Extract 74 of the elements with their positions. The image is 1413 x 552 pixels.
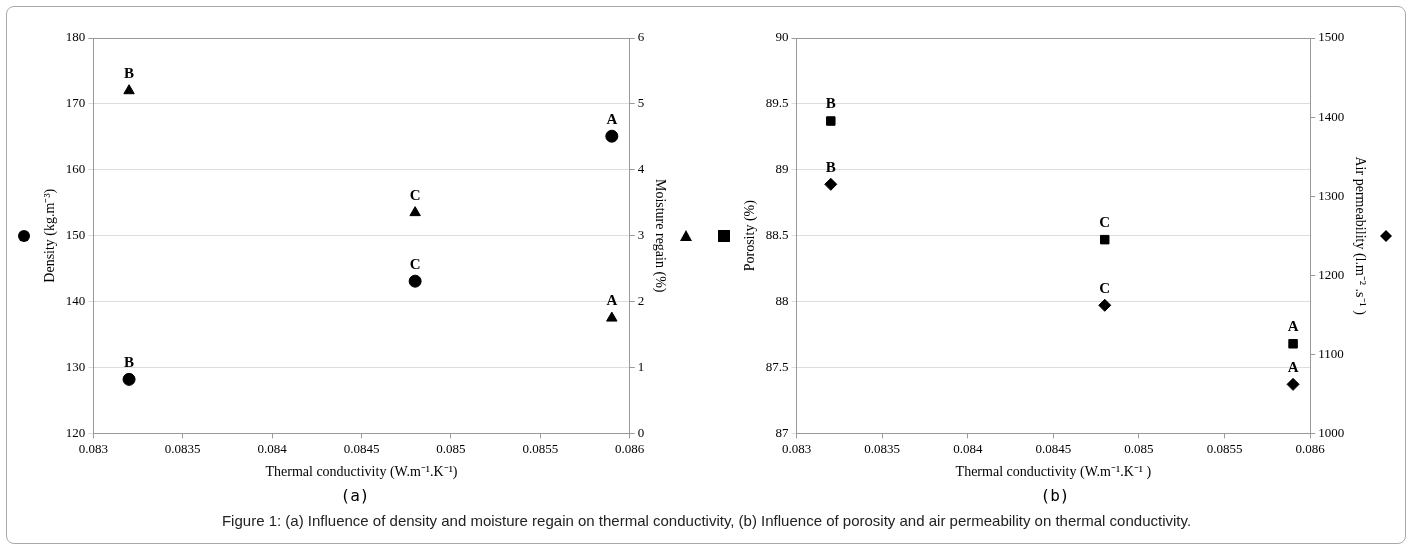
annotation: C [1099, 279, 1111, 296]
annotation: C [409, 187, 421, 204]
x-axis-title: Thermal conductivity (W.m⁻¹.K⁻¹ ) [955, 464, 1152, 481]
caption: Figure 1: (a) Influence of density and moisture regain on thermal conductivity, (b) Influence of porosity and air permeability on thermal conductivity. [220, 512, 1193, 529]
x-tick-label: 0.086 [615, 440, 645, 456]
y-tick-label: 89 [775, 161, 789, 177]
text: (a) [340, 485, 370, 505]
point [1288, 339, 1298, 349]
x-tick-label: 0.0845 [343, 440, 380, 456]
y2-tick-label: 1100 [1318, 345, 1344, 361]
y2-tick-label: 6 [637, 29, 645, 45]
y-tick-label: 88 [775, 293, 789, 309]
y-tick-label: 90 [775, 29, 789, 45]
y2-tick-label: 1300 [1318, 187, 1345, 203]
point [824, 177, 838, 191]
x-tick-label: 0.086 [1295, 440, 1326, 456]
y2-tick-label: 1500 [1318, 29, 1345, 45]
y2-axis-title: Moisture regain (%) [651, 178, 668, 293]
y2-tick-label: 1 [637, 358, 645, 374]
point [122, 372, 136, 386]
y-tick-label: 150 [65, 227, 86, 243]
point [1098, 298, 1112, 312]
y-axis-title: Porosity (%) [742, 199, 759, 272]
x-axis-title: Thermal conductivity (W.m⁻¹.K⁻¹) [265, 464, 458, 481]
x-tick-label: 0.083 [78, 440, 108, 456]
y-tick-label: 87.5 [765, 358, 789, 374]
x-tick-label: 0.084 [257, 440, 288, 456]
x-tick-label: 0.0855 [1206, 440, 1243, 456]
x-tick-label: 0.085 [436, 440, 466, 456]
text: (b) [1040, 485, 1070, 505]
point [409, 206, 421, 217]
y-tick-label: 120 [65, 424, 86, 440]
y2-tick-label: 4 [637, 161, 645, 177]
x-tick-label: 0.084 [953, 440, 983, 456]
annotation: B [825, 158, 836, 175]
y-tick-label: 140 [65, 293, 86, 309]
point [826, 116, 836, 126]
annotation: A [1287, 359, 1299, 376]
y2-tick-label: 2 [637, 293, 645, 309]
point [605, 129, 619, 143]
y-tick-label: 160 [65, 161, 86, 177]
y2-tick-label: 0 [637, 424, 645, 440]
annotation: B [124, 353, 135, 370]
annotation: C [409, 255, 421, 272]
x-tick-label: 0.085 [1124, 440, 1154, 456]
y2-tick-label: 3 [637, 227, 645, 243]
y2-tick-label: 1200 [1318, 266, 1345, 282]
annotation: B [124, 65, 135, 82]
annotation: B [825, 95, 836, 112]
y-tick-label: 180 [65, 29, 86, 45]
annotation: A [1287, 318, 1299, 335]
point [408, 274, 422, 288]
point [606, 311, 618, 322]
x-tick-label: 0.0855 [522, 440, 559, 456]
x-tick-label: 0.0845 [1035, 440, 1072, 456]
y-tick-label: 130 [65, 358, 86, 374]
annotation: C [1099, 214, 1111, 231]
x-tick-label: 0.0835 [864, 440, 901, 456]
point [123, 84, 135, 95]
y2-tick-label: 5 [637, 95, 645, 111]
x-tick-label: 0.0835 [164, 440, 201, 456]
y-tick-label: 87 [775, 424, 790, 440]
y-tick-label: 170 [65, 95, 86, 111]
annotation: A [606, 292, 618, 309]
x-tick-label: 0.083 [781, 440, 812, 456]
y-tick-label: 89.5 [765, 95, 789, 111]
y2-tick-label: 1000 [1318, 424, 1345, 440]
y2-tick-label: 1400 [1318, 108, 1345, 124]
y-tick-label: 88.5 [765, 227, 789, 243]
point [1286, 377, 1300, 391]
y2-axis-title: Air permeability (l.m⁻² .s⁻¹ ) [1351, 156, 1368, 316]
annotation: A [606, 110, 618, 127]
y-axis-title: Density (kg.m⁻³) [42, 188, 59, 283]
point [1100, 234, 1110, 245]
